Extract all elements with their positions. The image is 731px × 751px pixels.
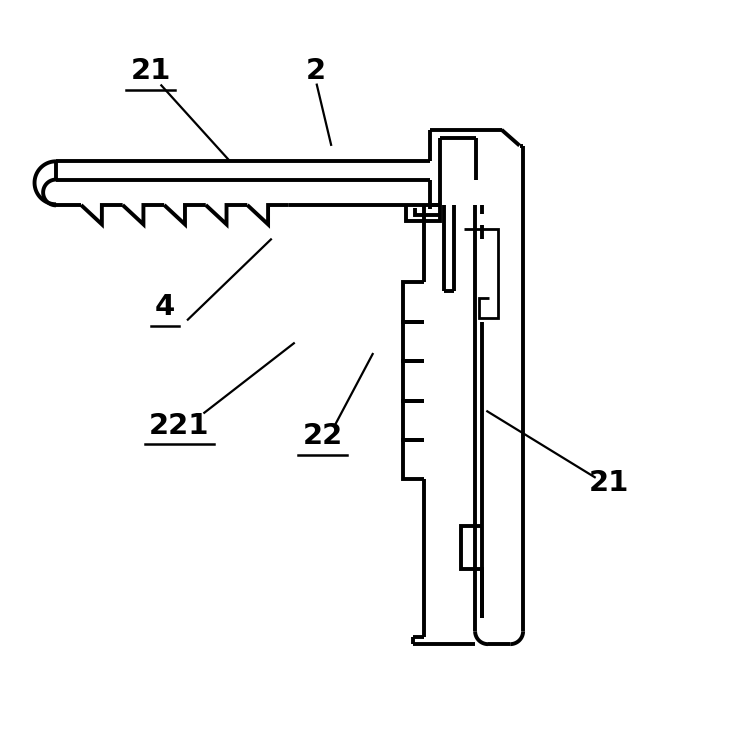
Text: 22: 22 [303,422,343,451]
Text: 4: 4 [155,294,175,321]
Text: 221: 221 [149,412,210,439]
Text: 21: 21 [589,469,629,497]
Text: 21: 21 [130,57,171,85]
Text: 2: 2 [306,57,325,85]
